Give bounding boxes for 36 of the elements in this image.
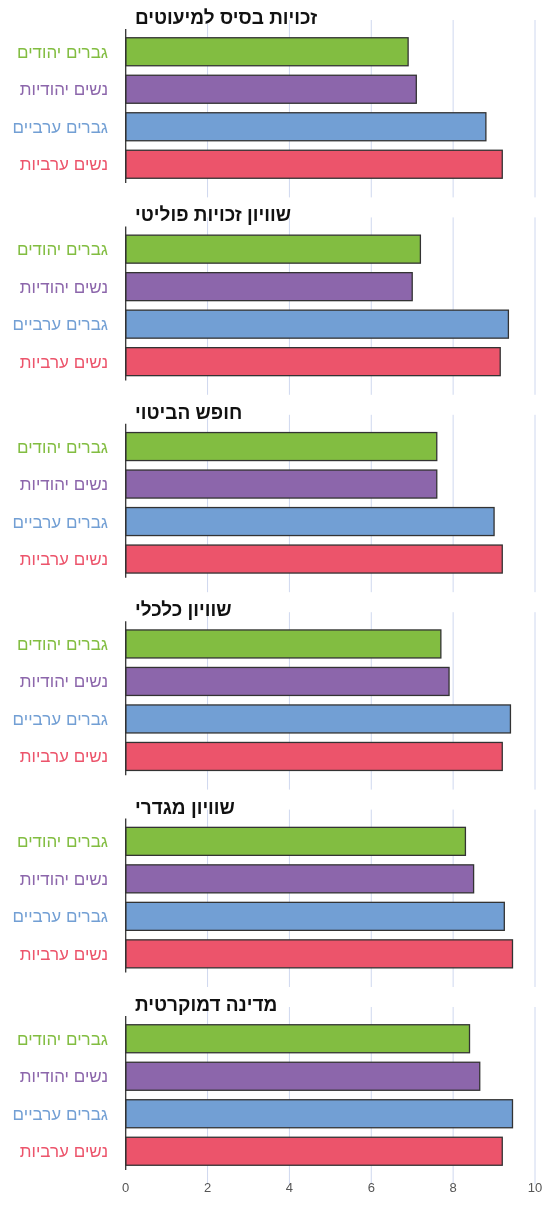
y-tick-label: נשים יהודיות: [19, 1067, 108, 1087]
y-tick-label: נשים יהודיות: [19, 672, 108, 692]
x-tick-label: 10: [527, 1180, 543, 1195]
x-tick-label: 2: [203, 1180, 212, 1195]
y-tick-label: נשים ערביות: [19, 747, 108, 767]
y-tick-label: גברים ערביים: [12, 512, 108, 532]
y-tick-label: גברים ערביים: [12, 117, 108, 137]
y-tick-label: נשים ערביות: [19, 944, 108, 964]
y-tick-label: גברים ערביים: [12, 1104, 108, 1124]
y-tick-label: גברים ערביים: [12, 315, 108, 335]
chart-title: מדינה דמוקרטית: [135, 994, 278, 1015]
y-tick-label: גברים ערביים: [12, 709, 108, 729]
y-tick-label: גברים יהודים: [16, 634, 108, 654]
y-tick-label: גברים יהודים: [16, 1029, 108, 1049]
y-tick-label: נשים ערביות: [19, 550, 108, 570]
y-tick-label: גברים יהודים: [16, 832, 108, 852]
x-tick-label: 0: [122, 1180, 130, 1195]
y-tick-label: נשים יהודיות: [19, 869, 108, 889]
x-tick-label: 6: [367, 1180, 375, 1195]
y-tick-label: גברים יהודים: [16, 42, 108, 62]
chart-title: חופש הביטוי: [135, 401, 243, 423]
y-tick-label: גברים יהודים: [16, 240, 108, 260]
y-tick-label: נשים ערביות: [19, 352, 108, 372]
y-tick-label: נשים יהודיות: [19, 277, 108, 297]
chart-title: זכויות בסיס למיעוטים: [135, 7, 318, 28]
chart-title: שוויון זכויות פוליטי: [135, 204, 291, 226]
x-tick-label: 4: [285, 1180, 294, 1195]
y-tick-label: נשים ערביות: [19, 155, 108, 175]
x-tick-label: 8: [449, 1180, 457, 1195]
y-tick-label: גברים ערביים: [12, 907, 108, 927]
y-tick-label: גברים יהודים: [16, 437, 108, 457]
y-tick-label: נשים יהודיות: [19, 475, 108, 495]
y-tick-label: נשים ערביות: [19, 1142, 108, 1162]
y-tick-label: נשים יהודיות: [19, 80, 108, 100]
chart-title: שוויון כלכלי: [135, 599, 232, 621]
chart-title: שוויון מגדרי: [135, 796, 235, 818]
